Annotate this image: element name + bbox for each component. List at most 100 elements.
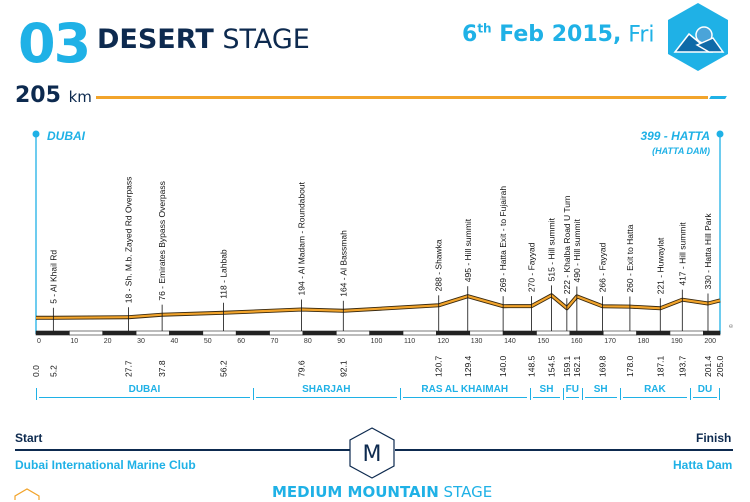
x-tick-label: 180 — [638, 338, 650, 345]
waypoint-label: 76 - Emirates Bypass Overpass — [157, 181, 167, 301]
scale-segment — [369, 330, 404, 336]
region-label: RAK — [644, 384, 666, 395]
region-sh: SH — [581, 384, 620, 404]
stage-distance: 205 km — [15, 83, 92, 108]
distance-label: 120.7 — [434, 355, 444, 377]
x-tick-label: 170 — [604, 338, 616, 345]
start-title: Start — [15, 431, 43, 445]
x-tick-label: 200 — [704, 338, 716, 345]
waypoint-label: 266 - Fayyad — [598, 242, 608, 292]
scale-segment — [35, 330, 70, 336]
x-tick-label: 150 — [537, 338, 549, 345]
waypoint-label: 221 - Huwaylat — [655, 237, 665, 294]
date-day: 6 — [462, 22, 478, 48]
x-tick-label: 90 — [337, 338, 345, 345]
region-sharjah: SHARJAH — [252, 384, 400, 404]
stage-title-light: STAGE — [222, 24, 310, 55]
waypoint-label: 288 - Shawka — [434, 239, 444, 291]
x-tick-label: 70 — [271, 338, 279, 345]
x-tick-label: 110 — [404, 338, 415, 345]
region-dubai: DUBAI — [36, 384, 253, 404]
distance-label: 148.5 — [526, 355, 536, 377]
start-location: Dubai International Marine Club — [15, 458, 196, 472]
distance-label: 162.1 — [572, 355, 582, 377]
stage-date: 6th Feb 2015, Fri — [462, 22, 655, 47]
scale-segment — [502, 330, 537, 336]
distance-label: 79.6 — [297, 360, 307, 377]
distance-label: 5.2 — [48, 365, 58, 377]
distance-label: 193.7 — [677, 355, 687, 377]
date-weekday: Fri — [621, 22, 655, 48]
distance-label: 187.1 — [655, 355, 665, 377]
footer-line-left — [15, 449, 350, 451]
waypoint-label: 269 - Hatta Exit - to Fujairah — [498, 186, 508, 293]
x-tick-label: 40 — [170, 338, 178, 345]
waypoint-label: 18 - Sh. M.b. Zayed Rd Overpass — [123, 177, 133, 304]
distance-label: 27.7 — [123, 360, 133, 377]
waypoint-label: 164 - Al Bassmah — [338, 230, 348, 297]
scale-segment — [235, 330, 270, 336]
scale-segment — [269, 330, 304, 336]
distance-label: 129.4 — [463, 355, 473, 377]
finish-title: Finish — [696, 431, 732, 445]
stage-type-light: STAGE — [443, 483, 493, 501]
region-label: SH — [539, 384, 554, 395]
scale-segment — [302, 330, 337, 336]
badge-letter: M — [363, 442, 382, 467]
finish-location: Hatta Dam — [673, 458, 733, 472]
x-tick-label: 10 — [70, 338, 78, 345]
distance-label: 56.2 — [219, 360, 229, 377]
medium-mountain-badge-icon: M — [349, 427, 395, 479]
x-tick-label: 130 — [471, 338, 483, 345]
scale-segment — [402, 330, 437, 336]
scale-segment — [536, 330, 571, 336]
region-ras-al-khaimah: RAS AL KHAIMAH — [399, 384, 530, 404]
waypoint-label: 515 - Hill summit — [547, 217, 557, 281]
waypoint-label: 5 - Al Khail Rd — [48, 250, 58, 304]
region-sh: SH — [529, 384, 563, 404]
scale-segment — [335, 330, 370, 336]
footer-line-right — [395, 449, 733, 451]
waypoint-label: 260 - Exit to Hatta — [625, 224, 635, 292]
x-tick-label: 100 — [371, 338, 383, 345]
stage-type-bold: MEDIUM MOUNTAIN — [272, 483, 439, 501]
scale-segment — [636, 330, 671, 336]
distance-label: 140.0 — [498, 355, 508, 377]
region-label: SHARJAH — [302, 384, 351, 395]
stage-type: MEDIUM MOUNTAIN STAGE — [272, 483, 492, 501]
desert-mountain-hex-icon — [668, 3, 728, 71]
start-city-label: DUBAI — [47, 129, 85, 143]
region-label: DUBAI — [128, 384, 161, 395]
x-tick-label: 30 — [137, 338, 145, 345]
scale-segment — [703, 330, 721, 336]
x-tick-label: 140 — [504, 338, 516, 345]
region-label: SH — [593, 384, 608, 395]
finish-city-label: 399 - HATTA — [640, 129, 710, 143]
scale-segment — [169, 330, 204, 336]
scale-segment — [469, 330, 504, 336]
profile-line — [36, 294, 721, 319]
distance-label: 169.8 — [598, 355, 608, 377]
region-label: RAS AL KHAIMAH — [421, 384, 509, 395]
x-tick-label: 160 — [571, 338, 583, 345]
x-tick-label: 20 — [104, 338, 112, 345]
scale-segment — [569, 330, 604, 336]
distance-label: 0.0 — [31, 365, 41, 377]
start-marker-dot — [32, 130, 40, 138]
x-tick-label: 190 — [671, 338, 683, 345]
scale-segment — [102, 330, 137, 336]
stage-title: DESERT STAGE — [97, 24, 310, 56]
region-rak: RAK — [619, 384, 690, 404]
waypoint-label: 490 - Hill summit — [572, 219, 582, 283]
waypoint-label: 330 - Hatta Hill Park — [703, 213, 713, 290]
region-label: DU — [697, 384, 713, 395]
x-tick-label: 0 — [37, 338, 41, 345]
header-divider-accent — [709, 96, 727, 99]
distance-label: 92.1 — [338, 360, 348, 377]
credit-mark: © — [728, 324, 735, 328]
region-du: DU — [689, 384, 720, 404]
scale-segment — [69, 330, 104, 336]
distance-label: 154.5 — [547, 355, 557, 377]
waypoint-label: 118 - Lahbab — [219, 249, 229, 299]
stage-title-bold: DESERT — [97, 24, 214, 55]
